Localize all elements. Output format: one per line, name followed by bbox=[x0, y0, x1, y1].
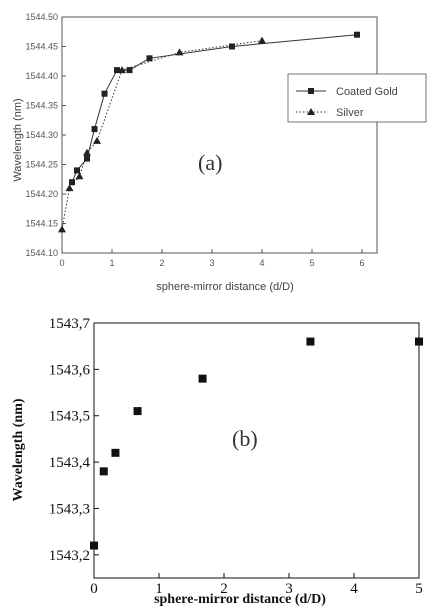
x-tick-label: 3 bbox=[285, 581, 293, 597]
plot-b-frame bbox=[93, 322, 420, 579]
data-point-coated-gold bbox=[91, 126, 98, 133]
plot-a-y-axis-label: Wavelength (nm) bbox=[12, 98, 24, 181]
data-point bbox=[111, 448, 120, 457]
panel-b-label: (b) bbox=[232, 426, 258, 451]
legend-silver-label: Silver bbox=[336, 107, 364, 119]
data-point-silver bbox=[75, 172, 84, 180]
y-tick-label: 1543,4 bbox=[49, 455, 91, 471]
y-tick-label: 1544.45 bbox=[25, 42, 58, 52]
x-tick-label: 4 bbox=[259, 258, 264, 268]
data-point-silver bbox=[65, 184, 74, 192]
data-point-silver bbox=[58, 225, 66, 233]
data-point-silver bbox=[118, 66, 126, 74]
data-point-silver bbox=[258, 36, 266, 44]
plot-b-y-axis-label: Wavelength (nm) bbox=[11, 398, 26, 501]
data-point-coated-gold bbox=[114, 67, 120, 74]
panel-b: 0 1 2 3 4 5 1543,2 1543,3 1543,4 1543,5 1543,6 1543… bbox=[11, 316, 423, 606]
x-tick-label: 2 bbox=[220, 581, 228, 597]
y-tick-label: 1544.25 bbox=[25, 160, 58, 170]
data-point-silver bbox=[93, 136, 101, 144]
plot-a-frame bbox=[61, 16, 378, 254]
x-tick-label: 1 bbox=[155, 581, 163, 597]
plot-a-markers bbox=[58, 31, 360, 233]
plot-b-x-axis-label: sphere-mirror distance (d/D) bbox=[154, 592, 326, 606]
data-point-coated-gold bbox=[69, 179, 75, 186]
x-tick-label: 3 bbox=[209, 258, 214, 268]
data-point bbox=[90, 541, 98, 550]
plot-a-series-lines bbox=[61, 34, 358, 230]
plot-a-x-axis-label: sphere-mirror distance (d/D) bbox=[156, 281, 294, 293]
y-tick-label: 1544.10 bbox=[25, 248, 58, 258]
legend-gold-label: Coated Gold bbox=[336, 86, 398, 98]
data-point bbox=[99, 467, 108, 476]
series-line-silver bbox=[61, 40, 263, 230]
data-point bbox=[415, 337, 423, 346]
plot-b-ticks: 0 1 2 3 4 5 1543,2 1543,3 1543,4 1543,5 1543,6 1543… bbox=[49, 316, 423, 597]
x-tick-label: 1 bbox=[109, 258, 114, 268]
x-tick-label: 0 bbox=[59, 258, 64, 268]
data-point-silver bbox=[175, 48, 184, 56]
y-tick-label: 1544.15 bbox=[25, 219, 58, 229]
data-point-coated-gold bbox=[84, 155, 90, 162]
data-point bbox=[306, 337, 315, 346]
plot-a-ticks: 0 1 2 3 4 5 6 1544.10 1544.15 1544.20 1544.25 1544.… bbox=[25, 12, 364, 268]
y-tick-label: 1543,5 bbox=[49, 409, 90, 425]
y-tick-label: 1544.30 bbox=[25, 130, 58, 140]
plot-b-markers bbox=[90, 337, 423, 550]
x-tick-label: 5 bbox=[415, 581, 423, 597]
data-point-coated-gold bbox=[354, 31, 360, 38]
y-tick-label: 1543,3 bbox=[49, 501, 90, 517]
x-tick-label: 6 bbox=[359, 258, 364, 268]
data-point-coated-gold bbox=[146, 55, 153, 62]
data-point-silver bbox=[83, 148, 91, 156]
data-point-coated-gold bbox=[74, 167, 80, 174]
plot-a-legend: Coated Gold Silver bbox=[287, 73, 427, 123]
x-tick-label: 0 bbox=[90, 581, 98, 597]
panel-a: 0 1 2 3 4 5 6 1544.10 1544.15 1544.20 1544.25 1544.… bbox=[12, 12, 427, 293]
panel-a-label: (a) bbox=[198, 150, 222, 175]
y-tick-label: 1543,2 bbox=[49, 548, 90, 564]
series-line-coated-gold bbox=[71, 34, 358, 183]
y-tick-label: 1543,7 bbox=[49, 316, 91, 332]
data-point-coated-gold bbox=[229, 43, 235, 50]
y-tick-label: 1544.50 bbox=[25, 12, 58, 22]
y-tick-label: 1543,6 bbox=[49, 362, 91, 378]
legend-silver-marker bbox=[307, 108, 315, 115]
x-tick-label: 2 bbox=[159, 258, 164, 268]
data-point bbox=[198, 374, 207, 383]
legend-gold-marker bbox=[308, 88, 314, 94]
x-tick-label: 5 bbox=[309, 258, 314, 268]
y-tick-label: 1544.35 bbox=[25, 101, 58, 111]
data-point-coated-gold bbox=[101, 90, 108, 97]
y-tick-label: 1544.20 bbox=[25, 189, 58, 199]
data-point bbox=[133, 407, 142, 416]
data-point-coated-gold bbox=[126, 67, 133, 74]
y-tick-label: 1544.40 bbox=[25, 71, 58, 81]
x-tick-label: 4 bbox=[350, 581, 358, 597]
